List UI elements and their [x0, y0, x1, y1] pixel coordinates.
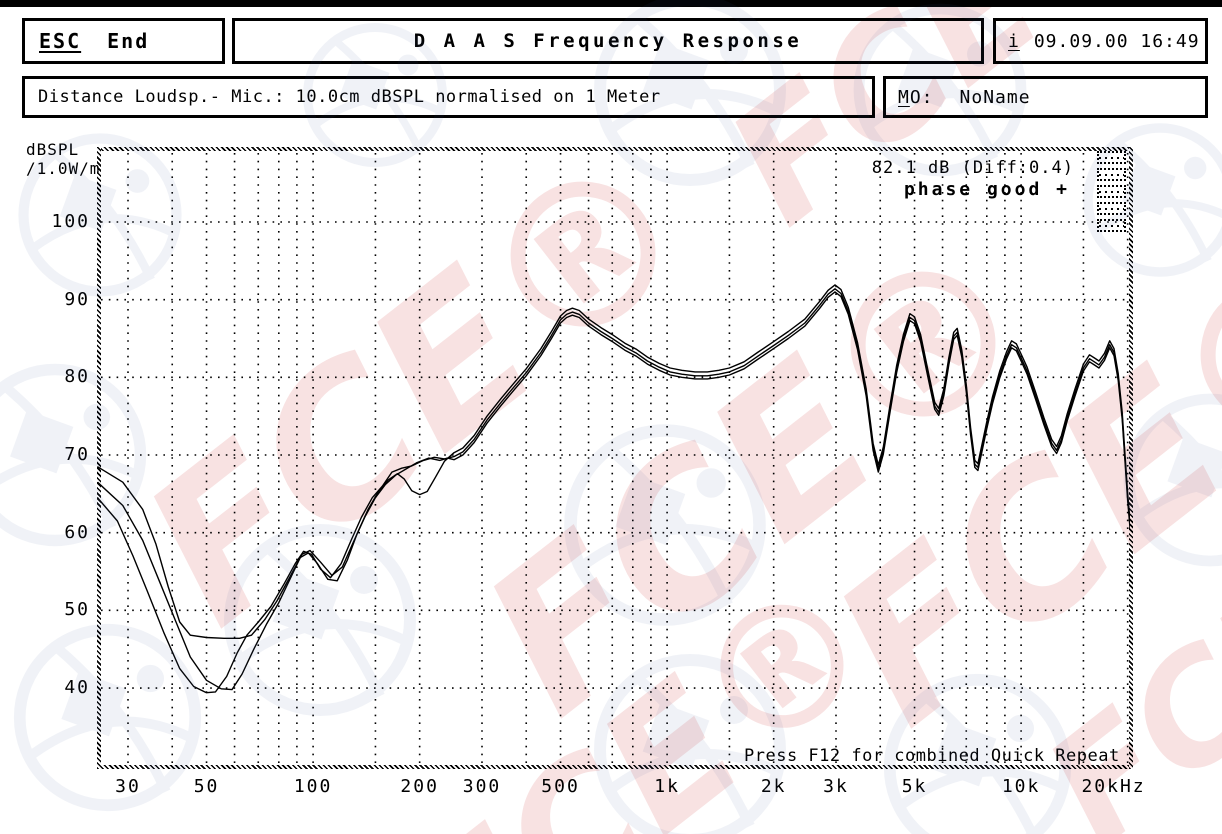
measurement-settings-bar: Distance Loudsp.- Mic.: 10.0cm dBSPL nor…	[22, 76, 875, 118]
trace-3	[97, 291, 1130, 639]
chart-canvas	[97, 153, 1130, 769]
y-tick-label: 70	[64, 444, 90, 465]
x-tick-label: 2k	[760, 776, 787, 797]
mo-value: NoName	[959, 86, 1031, 108]
x-tick-label: 200	[400, 776, 439, 797]
pattern-block	[1097, 168, 1126, 181]
mo-key-label: M	[898, 86, 910, 108]
pattern-block	[1097, 151, 1126, 164]
x-tick-label: 5k	[901, 776, 928, 797]
plot-border-bottom	[97, 765, 1133, 769]
x-tick-label: 20kHz	[1081, 776, 1146, 797]
x-tick-label: 3k	[823, 776, 849, 797]
frequency-response-chart	[97, 147, 1130, 769]
y-tick-label: 80	[64, 366, 90, 388]
trace-1	[97, 288, 1130, 694]
esc-action-label: End	[107, 29, 150, 53]
x-tick-label: 300	[462, 776, 502, 797]
pattern-block	[1097, 202, 1126, 215]
top-border-bar	[0, 0, 1222, 7]
watermark-emblem-icon	[1123, 393, 1222, 567]
esc-key-label: ESC	[39, 29, 82, 53]
window-title-bar: D A A S Frequency Response	[232, 18, 984, 64]
plot-border-left	[97, 147, 101, 769]
y-axis-unit-label: dBSPL /1.0W/m	[26, 140, 101, 178]
y-tick-label: 40	[64, 677, 90, 699]
esc-end-button[interactable]: ESC End	[22, 18, 225, 64]
x-tick-label: 10k	[1001, 776, 1041, 797]
y-tick-label: 90	[64, 288, 90, 310]
pattern-block	[1097, 185, 1126, 198]
y-tick-label: 60	[64, 521, 90, 543]
measurement-description: Distance Loudsp.- Mic.: 10.0cm dBSPL nor…	[38, 87, 661, 107]
datetime-label: 09.09.00 16:49	[1033, 30, 1200, 52]
x-tick-label: 50	[193, 776, 220, 797]
x-tick-label: 1k	[654, 776, 680, 797]
mo-name-button[interactable]: M O: NoName	[883, 76, 1208, 118]
f12-hint-text: Press F12 for combined Quick Repeat	[744, 746, 1120, 766]
pattern-block	[1097, 219, 1126, 232]
y-tick-label: 100	[51, 211, 90, 232]
phase-status: phase good +	[903, 179, 1070, 200]
level-readout: 82.1 dB (Diff:0.4)	[871, 158, 1074, 178]
x-tick-label: 30	[115, 776, 141, 797]
y-tick-label: 50	[64, 599, 90, 621]
page-title: D A A S Frequency Response	[413, 30, 803, 52]
x-tick-label: 100	[293, 776, 333, 797]
trace-2	[97, 284, 1130, 691]
plot-border-right	[1129, 147, 1133, 769]
plot-border-top	[97, 147, 1133, 151]
info-key-label: i	[1008, 30, 1020, 52]
x-tick-label: 500	[541, 776, 580, 797]
info-datetime-button[interactable]: i 09.09.00 16:49	[993, 18, 1208, 64]
mo-rest-label: O:	[909, 86, 934, 108]
